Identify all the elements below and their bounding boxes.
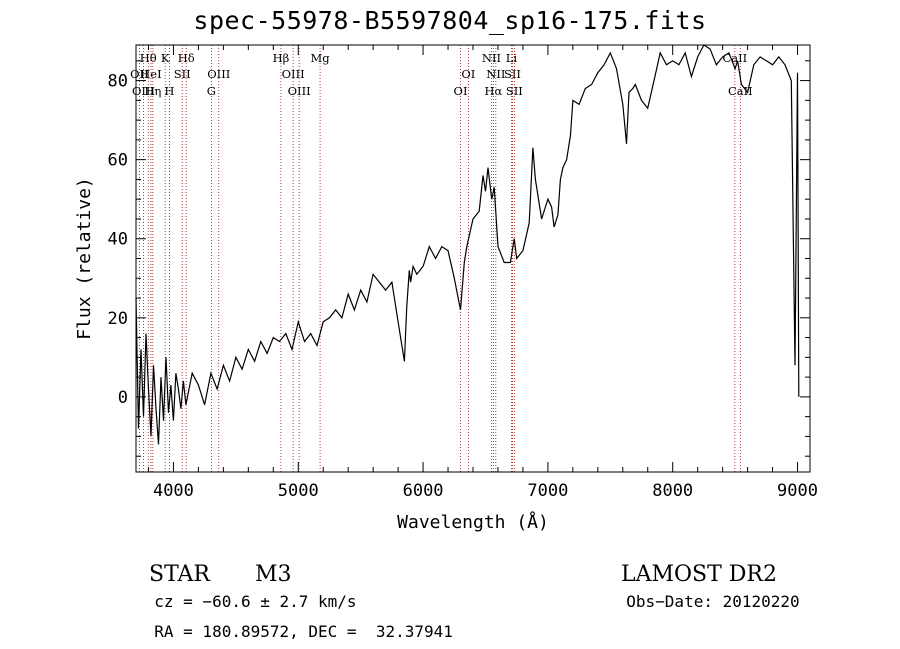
line-label: NII [486,67,505,81]
y-axis-label: Flux (relative) [74,177,95,340]
x-tick-label: 8000 [652,481,693,501]
object-subclass: M3 [255,562,292,587]
coordinates: RA = 180.89572, DEC = 32.37941 [154,622,453,641]
x-tick-label: 5000 [278,481,319,501]
y-tick-label: 80 [108,72,128,92]
line-label: OIII [132,84,155,98]
line-label: Mg [311,51,331,65]
line-label: Hβ [273,51,290,65]
line-labels: HθOIIOIIIHeIHηKSIIHHδOIIIGHβOIIIOIIIMgOI… [130,51,753,98]
line-label: CaII [728,84,753,98]
line-label: NII [482,51,501,65]
line-markers [138,45,741,472]
axis-ticks: 4000 5000 6000 7000 8000 9000 0 20 40 60 80 [108,45,818,501]
line-label: OIII [282,67,305,81]
y-tick-label: 60 [108,151,128,171]
survey-name: LAMOST DR2 [621,562,777,587]
line-label: SII [174,67,191,81]
x-axis-label: Wavelength (Å) [397,511,549,533]
line-label: SII [504,67,521,81]
line-label: Hη [144,84,161,98]
line-label: Hα [484,84,502,98]
x-tick-label: 7000 [527,481,568,501]
chart-title: spec-55978-B5597804_sp16-175.fits [193,6,707,35]
redshift-velocity: cz = −60.6 ± 2.7 km/s [154,592,357,611]
line-label: HeI [140,67,161,81]
x-tick-label: 6000 [403,481,444,501]
line-label: Hδ [178,51,195,65]
line-label: G [207,84,216,98]
y-tick-label: 0 [118,388,128,408]
plot-frame [135,44,811,473]
x-tick-label: 4000 [153,481,194,501]
line-label: Hθ [140,51,157,65]
line-label: Li [506,51,518,65]
line-label: OI [454,84,468,98]
observation-date: Obs−Date: 20120220 [626,592,800,611]
line-label: OII [130,67,149,81]
spectrum-line [135,44,800,445]
y-tick-label: 40 [108,230,128,250]
line-label: SII [506,84,523,98]
line-label: K [161,51,170,65]
x-tick-label: 9000 [777,481,818,501]
line-label: H [164,84,174,98]
line-label: CaII [722,51,747,65]
line-label: OIII [207,67,230,81]
object-class: STAR [149,562,210,587]
y-tick-label: 20 [108,309,128,329]
line-label: OI [461,67,475,81]
line-label: OIII [288,84,311,98]
